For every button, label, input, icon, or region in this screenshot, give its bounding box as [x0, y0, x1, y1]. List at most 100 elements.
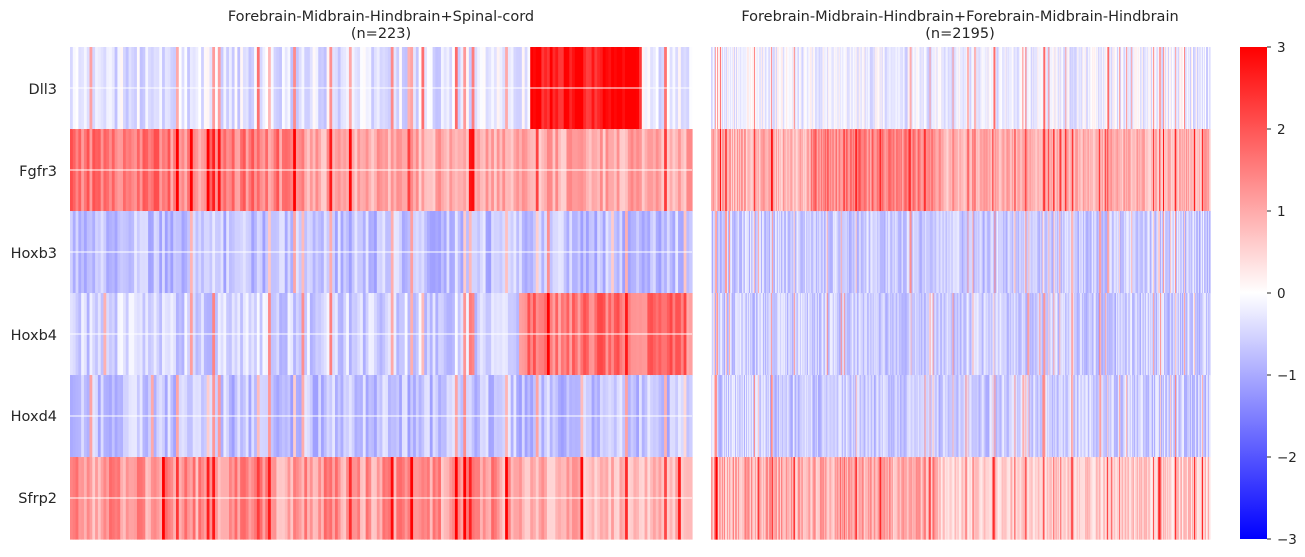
heatmap-cell — [873, 375, 876, 458]
heatmap-cell — [1135, 375, 1137, 458]
heatmap-cell — [729, 211, 732, 294]
heatmap-cell — [819, 375, 822, 458]
heatmap-cell — [1037, 129, 1039, 212]
heatmap-cell — [826, 211, 829, 294]
heatmap-cell — [819, 129, 822, 212]
heatmap-cell — [1044, 47, 1046, 130]
heatmap-cell — [732, 129, 735, 212]
heatmap-cell — [712, 47, 714, 130]
heatmap-cell — [765, 293, 768, 376]
heatmap-cell — [941, 457, 944, 540]
heatmap-cell — [753, 293, 756, 376]
heatmap-cell — [1121, 293, 1123, 376]
heatmap-cell — [1090, 457, 1092, 540]
heatmap-cell — [839, 47, 842, 130]
heatmap-cell — [855, 129, 858, 212]
heatmap-cell — [1142, 129, 1144, 212]
heatmap-cell — [1027, 375, 1029, 458]
heatmap-cell — [1131, 457, 1133, 540]
heatmap-cell — [989, 211, 992, 294]
heatmap-cell — [917, 293, 920, 376]
heatmap-cell — [1180, 457, 1182, 540]
heatmap-cell — [951, 375, 954, 458]
heatmap-cell — [732, 375, 735, 458]
heatmap-cell — [1038, 47, 1040, 130]
heatmap-cell — [752, 457, 755, 540]
heatmap-cell — [834, 293, 837, 376]
heatmap-cell — [825, 47, 828, 130]
heatmap-cell — [852, 211, 855, 294]
heatmap-cell — [817, 47, 820, 130]
heatmap-cell — [831, 375, 834, 458]
heatmap-cell — [1193, 375, 1195, 458]
heatmap-cell — [794, 375, 797, 458]
heatmap-cell — [895, 375, 898, 458]
heatmap-cell — [850, 47, 853, 130]
heatmap-cell — [1209, 375, 1211, 458]
heatmap-cell — [1187, 293, 1189, 376]
heatmap-cell — [884, 47, 887, 130]
heatmap-cell — [797, 47, 800, 130]
heatmap-cell — [1119, 457, 1121, 540]
heatmap-cell — [1154, 457, 1156, 540]
heatmap-cell — [1090, 293, 1092, 376]
heatmap-cell — [761, 129, 764, 212]
heatmap-cell — [844, 47, 847, 130]
heatmap-cell — [882, 293, 885, 376]
heatmap-cell — [1116, 47, 1118, 130]
heatmap-cell — [1094, 211, 1096, 294]
heatmap-cell — [932, 375, 935, 458]
heatmap-cell — [1015, 293, 1017, 376]
heatmap-cell — [986, 129, 989, 212]
heatmap-cell — [891, 375, 894, 458]
heatmap-cell — [918, 211, 921, 294]
heatmap-cell — [739, 375, 742, 458]
heatmap-cell — [764, 211, 767, 294]
heatmap-cell — [1168, 129, 1170, 212]
heatmap-cell — [916, 211, 919, 294]
heatmap-cell — [718, 47, 721, 130]
heatmap-cell — [980, 375, 983, 458]
heatmap-cell — [893, 375, 896, 458]
heatmap-cell — [839, 293, 842, 376]
heatmap-cell — [1044, 375, 1046, 458]
heatmap-cell — [1154, 375, 1156, 458]
heatmap-cell — [917, 375, 920, 458]
heatmap-cell — [1017, 211, 1019, 294]
heatmap-cell — [948, 293, 951, 376]
heatmap-cell — [888, 375, 891, 458]
heatmap-cell — [717, 129, 720, 212]
heatmap-cell — [752, 211, 755, 294]
heatmap-cell — [1165, 47, 1167, 130]
heatmap-cell — [851, 375, 854, 458]
heatmap-cell — [1209, 457, 1211, 540]
heatmap-cell — [1077, 293, 1079, 376]
heatmap-cell — [898, 211, 901, 294]
heatmap-cell — [1014, 457, 1016, 540]
heatmap-cell — [829, 211, 832, 294]
heatmap-cell — [774, 375, 777, 458]
heatmap-cell — [1137, 375, 1139, 458]
heatmap-cell — [1101, 293, 1103, 376]
heatmap-cell — [788, 129, 791, 212]
heatmap-cell — [818, 211, 821, 294]
heatmap-cell — [1192, 47, 1194, 130]
heatmap-cell — [1156, 375, 1158, 458]
heatmap-cell — [717, 293, 720, 376]
heatmap-cell — [1007, 47, 1010, 130]
heatmap-cell — [938, 293, 941, 376]
heatmap-cell — [811, 211, 814, 294]
heatmap-cell — [993, 129, 996, 212]
heatmap-cell — [1209, 129, 1211, 212]
heatmap-cell — [769, 47, 772, 130]
heatmap-cell — [1049, 47, 1051, 130]
heatmap-cell — [955, 47, 958, 130]
heatmap-cell — [848, 375, 851, 458]
heatmap-cell — [936, 457, 939, 540]
heatmap-cell — [1058, 211, 1060, 294]
heatmap-cell — [893, 129, 896, 212]
heatmap-cell — [768, 129, 771, 212]
heatmap-cell — [893, 293, 896, 376]
heatmap-cell — [857, 211, 860, 294]
heatmap-cell — [1135, 211, 1137, 294]
